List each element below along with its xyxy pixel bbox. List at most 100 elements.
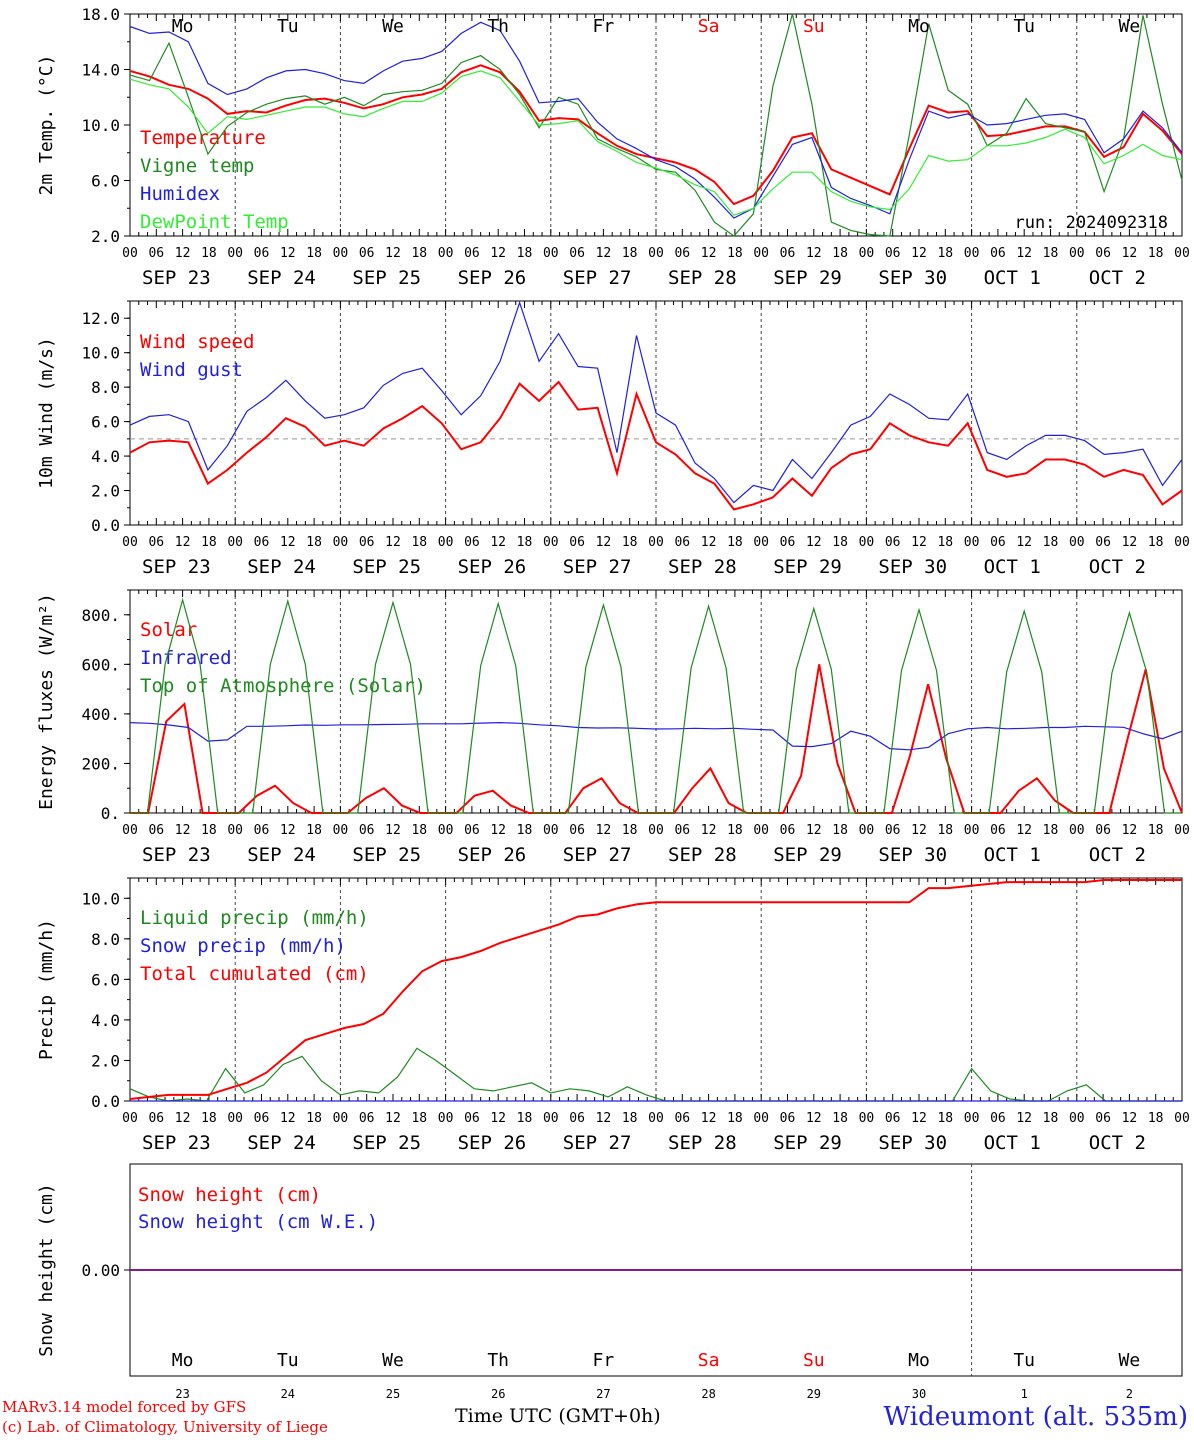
hour-tick-label: 00 — [122, 823, 138, 838]
hour-tick-label: 12 — [490, 823, 506, 838]
weekday-label: Tu — [1013, 1350, 1035, 1371]
hour-tick-label: 06 — [464, 246, 480, 261]
weekday-label: Su — [803, 16, 825, 37]
hour-tick-label: 00 — [333, 823, 349, 838]
hour-tick-label: 06 — [464, 1111, 480, 1126]
weekday-label: Su — [803, 1350, 825, 1371]
hour-tick-label: 18 — [1148, 246, 1164, 261]
hour-tick-label: 18 — [517, 823, 533, 838]
date-label: SEP 30 — [878, 556, 947, 578]
hour-tick-label: 18 — [201, 1111, 217, 1126]
hour-tick-label: 00 — [543, 535, 559, 550]
hour-tick-label: 00 — [333, 535, 349, 550]
hour-tick-label: 12 — [806, 823, 822, 838]
hour-tick-label: 12 — [911, 1111, 927, 1126]
hour-tick-label: 06 — [148, 535, 164, 550]
y-tick-label: 800. — [81, 606, 120, 625]
hour-tick-label: 00 — [543, 246, 559, 261]
hour-tick-label: 06 — [569, 246, 585, 261]
panel-1: 18.014.010.06.02.02m Temp. (°C) Temperatu… — [36, 5, 1190, 289]
hour-tick-label: 12 — [596, 1111, 612, 1126]
legend-entry: Top of Atmosphere (Solar) — [140, 675, 426, 697]
weekday-label: Sa — [698, 16, 720, 37]
date-label: SEP 24 — [247, 556, 316, 578]
legend-entry: Snow precip (mm/h) — [140, 935, 346, 957]
y-tick-label: 2.0 — [91, 482, 120, 501]
hour-tick-label: 00 — [333, 1111, 349, 1126]
hour-tick-label: 00 — [438, 1111, 454, 1126]
date-label: SEP 24 — [247, 267, 316, 289]
hour-tick-label: 12 — [280, 823, 296, 838]
date-label: SEP 29 — [773, 844, 842, 866]
hour-tick-label: 06 — [674, 1111, 690, 1126]
date-label: SEP 27 — [563, 556, 632, 578]
hour-tick-label: 00 — [438, 246, 454, 261]
day-number-label: 25 — [386, 1387, 400, 1401]
hour-tick-label: 12 — [596, 246, 612, 261]
series-line — [130, 597, 1182, 814]
hour-tick-label: 12 — [1122, 246, 1138, 261]
y-tick-label: 2.0 — [91, 1051, 120, 1070]
hour-tick-label: 00 — [648, 823, 664, 838]
hour-tick-label: 06 — [780, 823, 796, 838]
series-line — [129, 13, 1183, 237]
hour-tick-label: 12 — [490, 1111, 506, 1126]
hour-tick-label: 06 — [148, 1111, 164, 1126]
series-line — [129, 70, 1183, 216]
weekday-label: Sa — [698, 1350, 720, 1371]
hour-tick-label: 00 — [543, 1111, 559, 1126]
station-name: Wideumont (alt. 535m) — [883, 1402, 1188, 1432]
date-label: OCT 1 — [984, 267, 1041, 289]
weekday-label: Tu — [1013, 16, 1035, 37]
date-label: SEP 28 — [668, 556, 737, 578]
y-axis-title: 2m Temp. (°C) — [36, 55, 57, 196]
y-tick-label: 0. — [101, 804, 120, 823]
date-label: OCT 1 — [984, 556, 1041, 578]
hour-tick-label: 00 — [333, 246, 349, 261]
hour-tick-label: 18 — [306, 1111, 322, 1126]
date-label: SEP 23 — [142, 844, 211, 866]
hour-tick-label: 00 — [227, 1111, 243, 1126]
hour-tick-label: 18 — [727, 535, 743, 550]
panel-5: 0.00 Snow height (cm) Snow height (cm) Snow… — [36, 1163, 1183, 1377]
legend-entry: Total cumulated (cm) — [140, 963, 369, 985]
y-axis-title: 10m Wind (m/s) — [36, 337, 57, 489]
hour-tick-label: 00 — [227, 823, 243, 838]
y-tick-label: 400. — [81, 705, 120, 724]
weekday-label: Tu — [277, 1350, 299, 1371]
date-label: SEP 30 — [878, 844, 947, 866]
hour-tick-label: 18 — [306, 535, 322, 550]
date-label: SEP 24 — [247, 1132, 316, 1154]
hour-tick-label: 06 — [254, 535, 270, 550]
y-tick-label: 8.0 — [91, 378, 120, 397]
day-number-label: 24 — [281, 1387, 295, 1401]
hour-tick-label: 18 — [1148, 823, 1164, 838]
hour-tick-label: 06 — [569, 1111, 585, 1126]
hour-tick-label: 18 — [622, 1111, 638, 1126]
hour-tick-label: 06 — [1095, 246, 1111, 261]
hour-tick-label: 12 — [490, 246, 506, 261]
date-label: SEP 25 — [352, 844, 421, 866]
hour-tick-label: 18 — [306, 823, 322, 838]
hour-tick-label: 18 — [727, 823, 743, 838]
date-label: SEP 27 — [563, 1132, 632, 1154]
y-tick-label: 10.0 — [81, 344, 120, 363]
hour-tick-label: 06 — [148, 823, 164, 838]
date-label: OCT 2 — [1089, 1132, 1146, 1154]
date-label: SEP 24 — [247, 844, 316, 866]
legend-entry: Infrared — [140, 647, 232, 669]
hour-tick-label: 00 — [438, 823, 454, 838]
y-tick-label: 10.0 — [81, 116, 120, 135]
legend-entry: Liquid precip (mm/h) — [140, 907, 369, 929]
series-line — [129, 21, 1183, 219]
hour-tick-label: 06 — [1095, 1111, 1111, 1126]
hour-tick-label: 18 — [1043, 246, 1059, 261]
hour-tick-label: 18 — [1043, 823, 1059, 838]
hour-tick-label: 00 — [648, 1111, 664, 1126]
day-number-label: 29 — [807, 1387, 821, 1401]
hour-tick-label: 12 — [701, 1111, 717, 1126]
legend-entry: Humidex — [140, 183, 220, 205]
date-label: SEP 28 — [668, 1132, 737, 1154]
panel-2: 12.0 10.0 8.0 6.0 4.0 2.0 0.0 10m Wind (m/s) Win… — [36, 300, 1190, 578]
hour-tick-label: 12 — [701, 535, 717, 550]
